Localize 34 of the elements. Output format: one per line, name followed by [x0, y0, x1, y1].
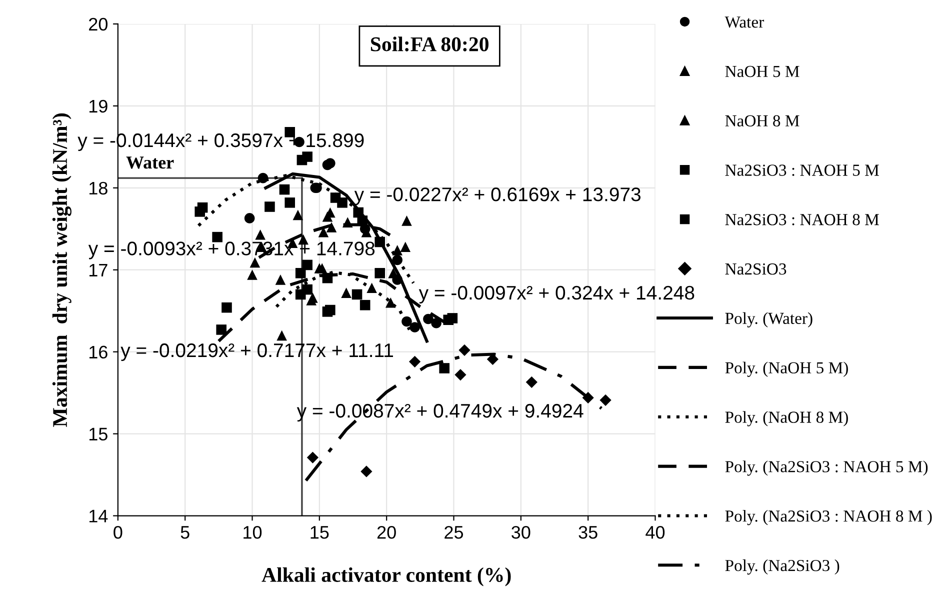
legend-label: Poly. (NaOH 8 M)	[725, 411, 848, 426]
y-tick-label: 17	[89, 264, 108, 276]
y-tick-label: 19	[89, 100, 108, 113]
legend-label: Na2SiO3 : NAOH 5 M	[725, 164, 879, 176]
y-tick-label: 15	[89, 428, 108, 441]
legend-label: NaOH 8 M	[725, 115, 800, 126]
legend-label: Poly. (Na2SiO3 : NAOH 8 M )	[725, 510, 932, 526]
legend-label: Na2SiO3 : NAOH 8 M	[725, 214, 879, 226]
y-tick-label: 16	[89, 346, 108, 359]
legend-label: Poly. (Na2SiO3 : NAOH 5 M)	[725, 460, 928, 476]
legend-label: Poly. (NaOH 5 M)	[725, 362, 848, 377]
x-tick-label: 30	[512, 526, 530, 539]
x-tick-label: 10	[244, 526, 262, 539]
x-tick-label: 40	[646, 526, 665, 539]
y-tick-label: 20	[89, 18, 108, 31]
legend-label: Poly. (Na2SiO3 )	[725, 559, 840, 575]
x-tick-label: 15	[310, 526, 329, 539]
x-tick-label: 0	[114, 526, 122, 539]
annotation: y = -0.0227x² + 0.6169x + 13.973	[354, 188, 640, 206]
legend-label: NaOH 5 M	[725, 66, 800, 78]
y-tick-label: 18	[89, 182, 108, 195]
annotation: y = -0.0097x² + 0.324x + 14.248	[418, 286, 694, 304]
annotation: Soil:FA 80:20	[370, 36, 488, 52]
legend-label: Na2SiO3	[725, 263, 786, 275]
x-tick-label: 25	[444, 526, 464, 539]
x-tick-label: 5	[180, 526, 190, 539]
x-tick-label: 20	[377, 526, 396, 539]
y-tick-label: 14	[89, 510, 108, 522]
x-tick-label: 35	[578, 526, 598, 539]
legend-label: Water	[724, 16, 764, 28]
y-axis-title: Maximum dry unit weight (kN/m³)	[52, 113, 72, 427]
x-axis-title: Alkali activator content (%)	[262, 567, 511, 586]
ref-line-label: Water	[126, 156, 174, 169]
legend-label: Poly. (Water)	[725, 312, 812, 328]
